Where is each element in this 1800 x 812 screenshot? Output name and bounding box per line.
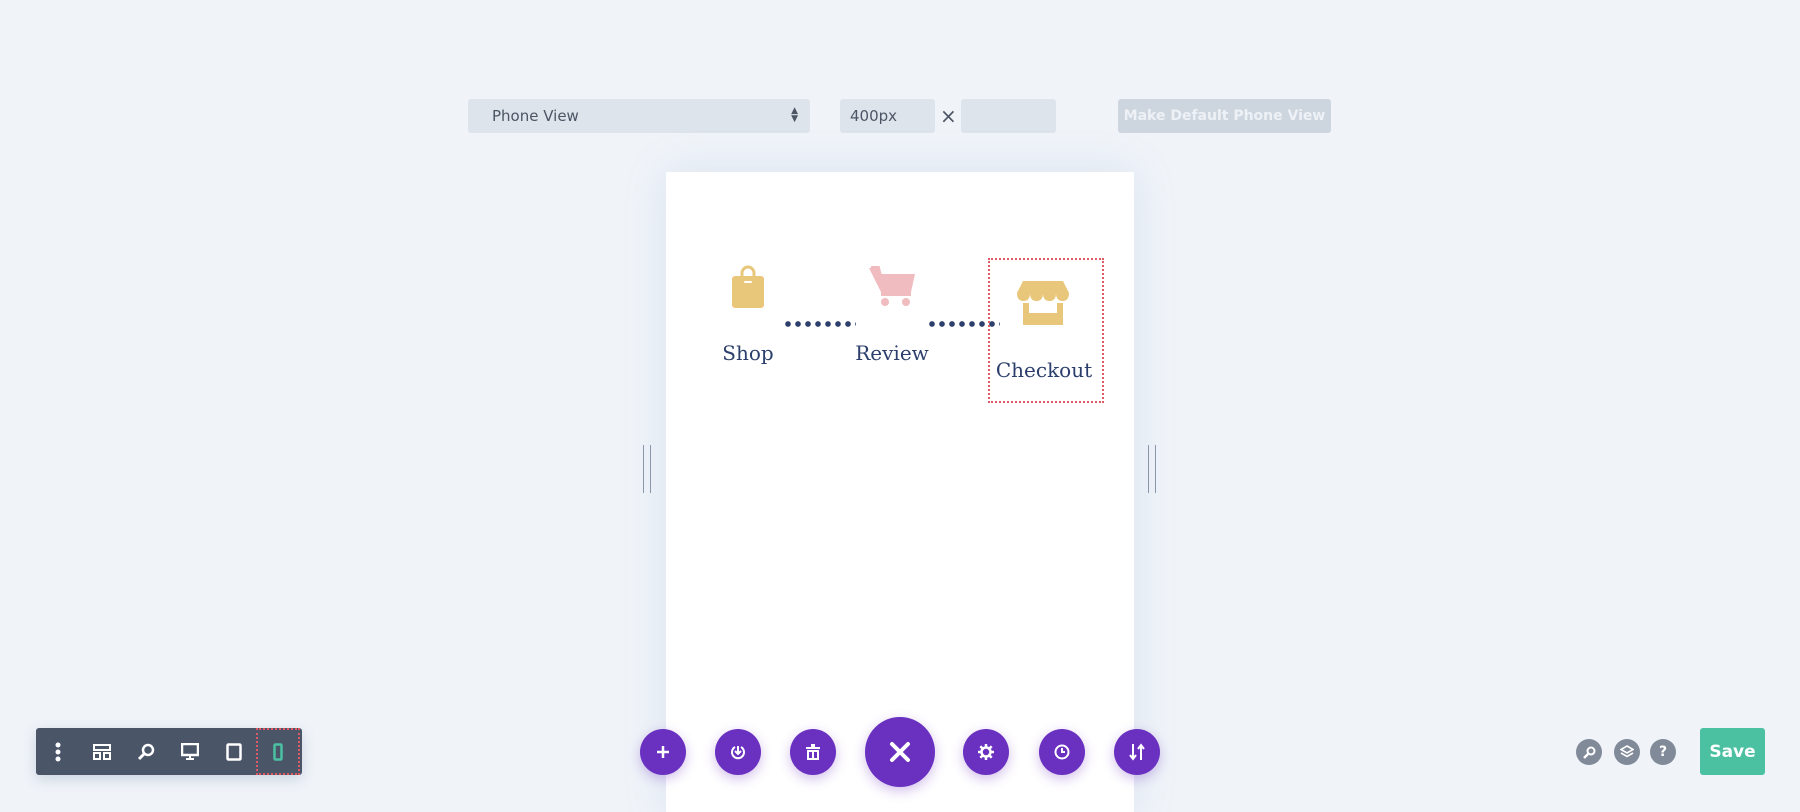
resize-handle-right[interactable]: [1148, 445, 1156, 493]
make-default-button[interactable]: Make Default Phone View: [1118, 99, 1331, 133]
history-icon: [1054, 744, 1070, 760]
shopping-bag-icon: [732, 265, 764, 308]
tablet-icon[interactable]: [212, 728, 256, 775]
shopping-cart-icon: [869, 266, 915, 306]
trash-button[interactable]: [790, 729, 836, 775]
selected-module-outline[interactable]: [988, 258, 1104, 403]
close-button[interactable]: [865, 717, 935, 787]
settings-button[interactable]: [963, 729, 1009, 775]
step-label-shop: Shop: [722, 341, 774, 365]
step-connector: [783, 321, 856, 327]
trash-icon: [806, 744, 820, 760]
save-button[interactable]: Save: [1700, 728, 1765, 775]
view-select[interactable]: Phone View ▲ ▼: [468, 99, 810, 133]
step-connector: [927, 321, 1000, 327]
close-icon: [890, 742, 910, 762]
search-button[interactable]: [1576, 739, 1602, 765]
help-button[interactable]: ?: [1650, 739, 1676, 765]
layers-icon: [1620, 745, 1634, 758]
search-icon: [1582, 746, 1595, 759]
layout-icon[interactable]: [80, 728, 124, 775]
height-input[interactable]: [961, 99, 1056, 133]
help-icon: ?: [1658, 744, 1668, 760]
desktop-icon[interactable]: [168, 728, 212, 775]
add-icon: [657, 746, 669, 758]
phone-icon[interactable]: [256, 728, 300, 775]
bottom-view-toolbar: [36, 728, 302, 775]
resize-handle-left[interactable]: [643, 445, 651, 493]
history-button[interactable]: [1039, 729, 1085, 775]
layers-button[interactable]: [1614, 739, 1640, 765]
step-label-review: Review: [855, 341, 929, 365]
sort-icon: [1129, 743, 1145, 761]
step-label-checkout: Checkout: [995, 358, 1093, 382]
times-sign: ×: [940, 104, 957, 128]
store-icon: [1017, 281, 1069, 325]
select-arrows-icon: ▲ ▼: [791, 106, 798, 124]
zoom-icon[interactable]: [124, 728, 168, 775]
power-icon: [731, 746, 745, 760]
portability-button[interactable]: [1114, 729, 1160, 775]
menu-icon[interactable]: [36, 728, 80, 775]
width-input[interactable]: 400px: [840, 99, 935, 133]
gear-icon: [978, 744, 994, 760]
add-button[interactable]: [640, 729, 686, 775]
view-select-value: Phone View: [492, 107, 579, 125]
power-button[interactable]: [715, 729, 761, 775]
